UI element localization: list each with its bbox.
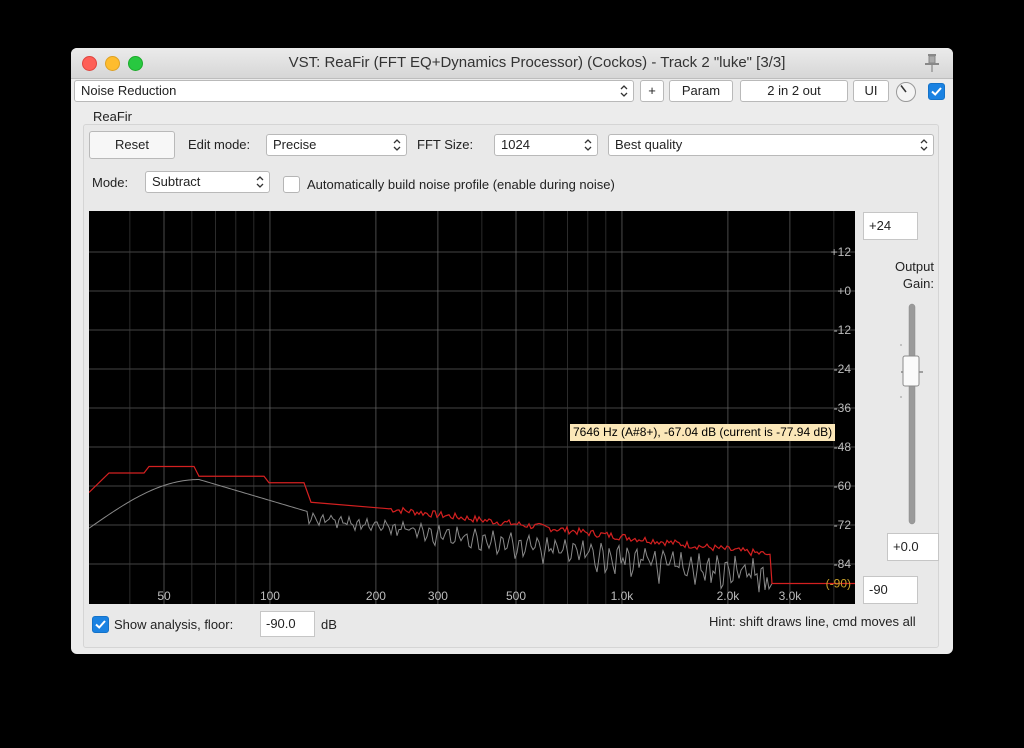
db-tick-label: (-90) — [826, 577, 851, 591]
param-button[interactable]: Param — [669, 80, 733, 102]
analysis-line — [89, 478, 773, 593]
auto-build-label[interactable]: Automatically build noise profile (enabl… — [307, 177, 615, 192]
edit-mode-select[interactable]: Precise — [266, 134, 407, 156]
output-gain-value[interactable]: +0.0 — [887, 533, 939, 561]
db-tick-label: -24 — [834, 362, 852, 376]
cursor-tooltip: 7646 Hz (A#8+), -67.04 dB (current is -7… — [570, 424, 836, 441]
show-analysis-label[interactable]: Show analysis, floor: — [114, 617, 234, 632]
db-tick-label: -12 — [834, 323, 852, 337]
db-tick-label: -36 — [834, 401, 852, 415]
zoom-window-button[interactable] — [128, 56, 143, 71]
add-preset-button[interactable]: + — [640, 80, 664, 102]
chevron-updown-icon — [256, 176, 264, 188]
preset-select[interactable]: Noise Reduction — [74, 80, 634, 102]
slider-handle — [902, 355, 920, 387]
edit-mode-label: Edit mode: — [188, 137, 251, 152]
wet-knob-icon[interactable] — [895, 81, 917, 103]
freq-tick-label: 2.0k — [717, 589, 741, 603]
freq-tick-label: 3.0k — [779, 589, 803, 603]
db-tick-label: -48 — [834, 440, 852, 454]
freq-tick-label: 50 — [157, 589, 171, 603]
chevron-updown-icon — [584, 139, 592, 151]
mode-label: Mode: — [92, 175, 129, 190]
ui-button[interactable]: UI — [853, 80, 889, 102]
title-bar: VST: ReaFir (FFT EQ+Dynamics Processor) … — [71, 48, 953, 79]
freq-tick-label: 500 — [506, 589, 526, 603]
mode-value: Subtract — [152, 174, 201, 189]
db-tick-label: +0 — [837, 284, 851, 298]
edit-mode-value: Precise — [273, 137, 317, 152]
minimize-window-button[interactable] — [105, 56, 120, 71]
check-icon — [95, 620, 106, 629]
db-tick-label: -72 — [834, 518, 852, 532]
plugin-name-label: ReaFir — [93, 109, 133, 124]
window-title: VST: ReaFir (FFT EQ+Dynamics Processor) … — [288, 54, 786, 71]
fft-size-select[interactable]: 1024 — [494, 134, 598, 156]
freq-tick-label: 300 — [428, 589, 448, 603]
db-gridlines — [89, 251, 855, 565]
fft-size-label: FFT Size: — [417, 137, 474, 152]
reset-button[interactable]: Reset — [89, 131, 175, 159]
quality-select[interactable]: Best quality — [608, 134, 934, 156]
hint-text: Hint: shift draws line, cmd moves all — [709, 614, 916, 629]
show-analysis-checkbox[interactable] — [92, 616, 109, 633]
chevron-updown-icon — [620, 85, 628, 97]
db-tick-label: -60 — [834, 479, 852, 493]
check-icon — [931, 87, 942, 96]
floor-unit-label: dB — [321, 617, 337, 632]
io-routing-button[interactable]: 2 in 2 out — [740, 80, 848, 102]
output-gain-label: Output Gain: — [894, 259, 934, 291]
gain-min-value: -90 — [863, 576, 918, 604]
mode-select[interactable]: Subtract — [145, 171, 270, 193]
freq-tick-label: 100 — [260, 589, 280, 603]
pin-icon[interactable] — [923, 53, 941, 73]
freq-tick-label: 200 — [366, 589, 386, 603]
quality-value: Best quality — [615, 137, 683, 152]
close-window-button[interactable] — [82, 56, 97, 71]
noise-profile-line — [89, 465, 855, 585]
analysis-floor-input[interactable]: -90.0 — [260, 611, 315, 637]
fft-size-value: 1024 — [501, 137, 530, 152]
output-gain-slider[interactable] — [897, 296, 927, 530]
spectrum-plot[interactable]: +12 +0 -12 -24 -36 -48 -60 -72 -84 (-90) 50 100 200… — [89, 211, 855, 604]
bypass-checkbox[interactable] — [928, 83, 945, 100]
db-tick-label: -84 — [834, 557, 852, 571]
db-tick-label: +12 — [831, 245, 852, 259]
gain-max-value: +24 — [863, 212, 918, 240]
spectrum-graph[interactable]: +12 +0 -12 -24 -36 -48 -60 -72 -84 (-90) 50 100 200… — [89, 211, 855, 604]
chevron-updown-icon — [920, 139, 928, 151]
auto-build-checkbox[interactable] — [283, 176, 300, 193]
preset-value: Noise Reduction — [81, 83, 177, 98]
freq-gridlines — [129, 211, 835, 604]
chevron-updown-icon — [393, 139, 401, 151]
freq-tick-label: 1.0k — [611, 589, 635, 603]
